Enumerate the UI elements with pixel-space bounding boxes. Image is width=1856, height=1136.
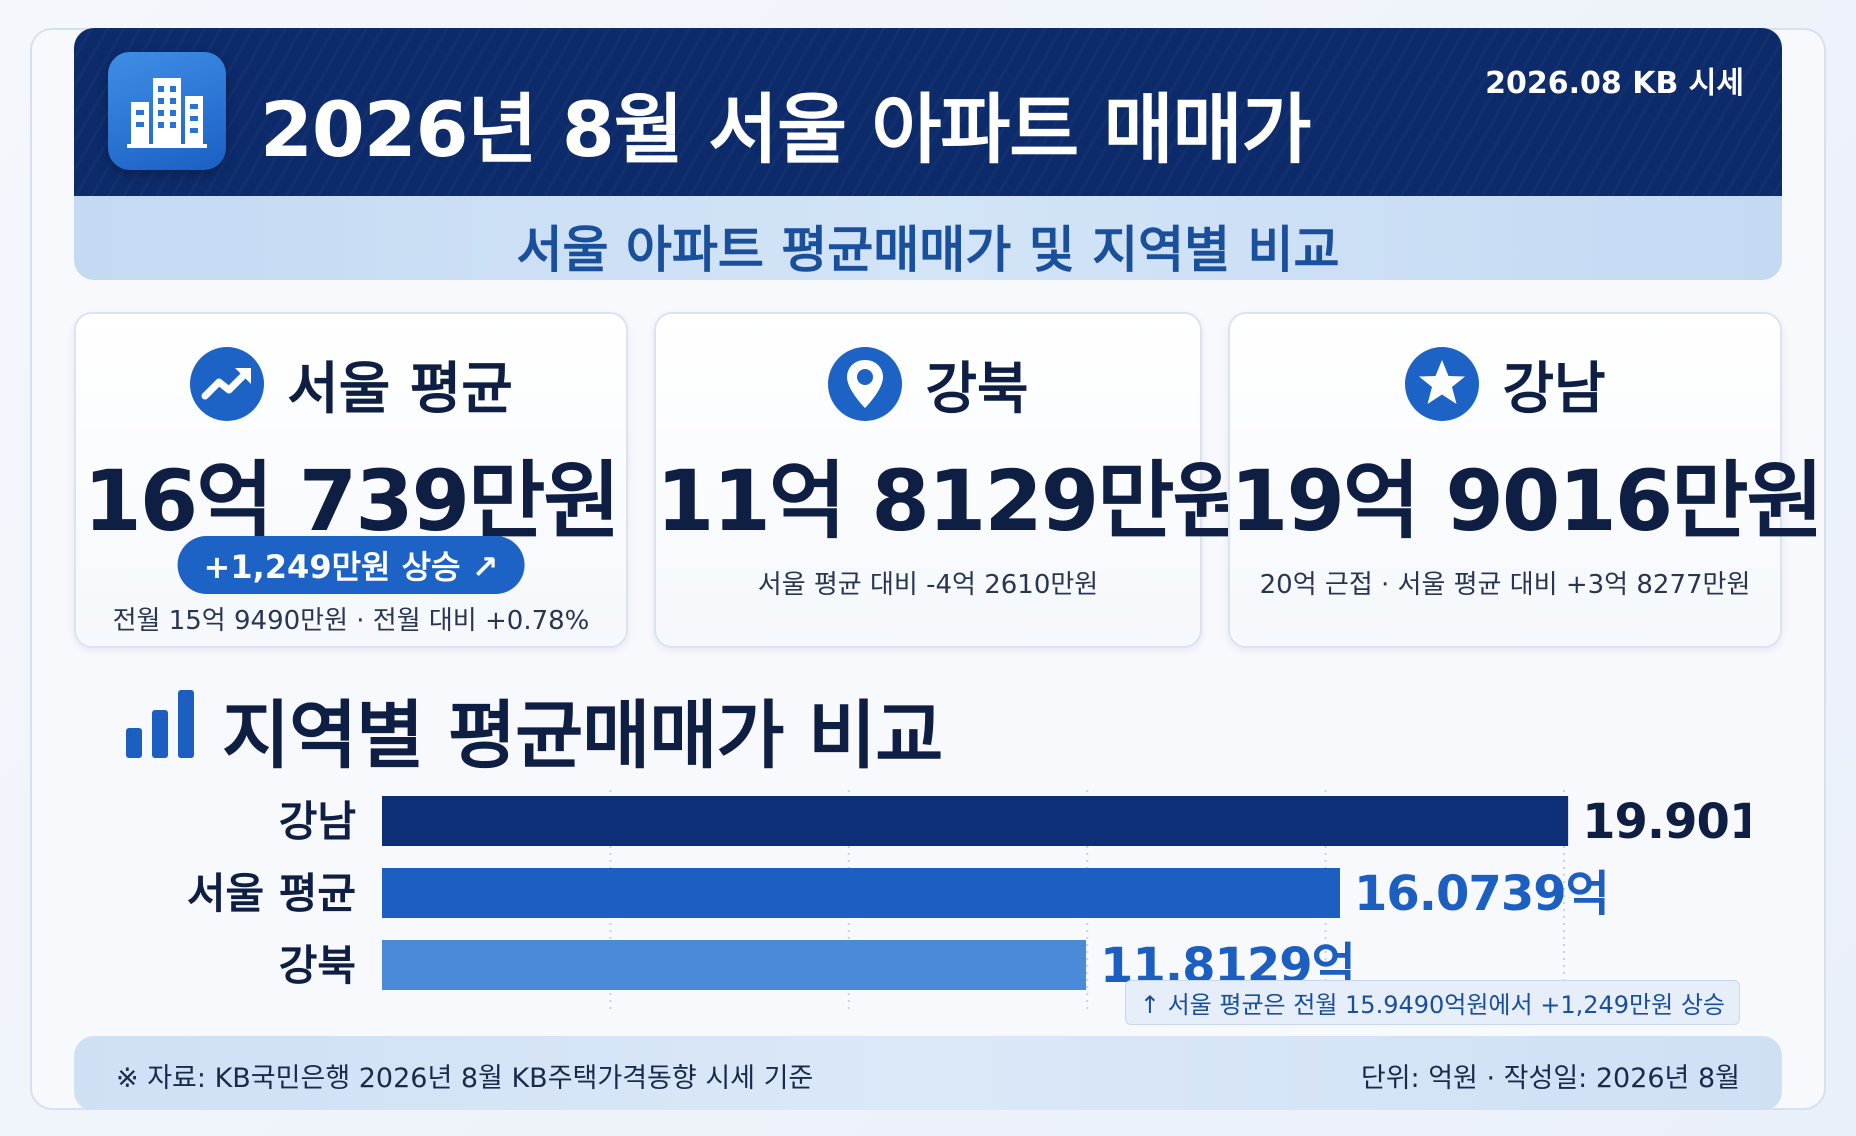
- card-note: 서울 평균 대비 -4억 2610만원: [757, 570, 1099, 600]
- category-label-2: 강북: [279, 941, 356, 990]
- footer-source: ※ 자료: KB국민은행 2026년 8월 KB주택가격동향 시세 기준: [116, 1063, 814, 1094]
- card-label: 서울 평균: [287, 356, 513, 422]
- card-gangnam: 강남 19억 9016만원 20억 근접 · 서울 평균 대비 +3억 8277…: [1228, 312, 1824, 648]
- header-banner: 2026년 8월 서울 아파트 매매가 2026.08 KB 시세: [74, 28, 1782, 196]
- footer-bar: ※ 자료: KB국민은행 2026년 8월 KB주택가격동향 시세 기준 단위:…: [74, 1036, 1782, 1110]
- source-tag: 2026.08 KB 시세: [1485, 66, 1744, 101]
- trend-up-icon: [190, 347, 265, 421]
- value-label-1: 16.0739억: [1354, 866, 1609, 922]
- card-label: 강북: [925, 356, 1029, 422]
- card-value: 19억 9016만원: [1230, 452, 1824, 550]
- bar-chart-icon: [126, 690, 194, 758]
- card-gangbuk: 강북 11억 8129만원 서울 평균 대비 -4억 2610만원: [654, 312, 1250, 648]
- building-icon: [108, 52, 226, 170]
- card-value: 11억 8129만원: [656, 452, 1250, 550]
- page-title: 2026년 8월 서울 아파트 매매가: [260, 85, 1311, 174]
- location-pin-icon: [828, 347, 903, 421]
- chart-note: ↑ 서울 평균은 전월 15.9490억원에서 +1,249만원 상승: [1124, 980, 1740, 1025]
- bar-1: [382, 868, 1341, 918]
- card-label: 강남: [1502, 356, 1606, 422]
- card-note: 20억 근접 · 서울 평균 대비 +3억 8277만원: [1259, 570, 1751, 600]
- card-note: 전월 15억 9490만원 · 전월 대비 +0.78%: [112, 606, 590, 636]
- footer-meta: 단위: 억원 · 작성일: 2026년 8월: [1360, 1063, 1740, 1094]
- category-label-0: 강남: [279, 797, 356, 846]
- star-icon: [1405, 347, 1480, 421]
- bar-2: [382, 940, 1087, 990]
- chart-title: 지역별 평균매매가 비교: [222, 693, 943, 779]
- subtitle: 서울 아파트 평균매매가 및 지역별 비교: [516, 221, 1340, 279]
- card-seoul-average: 서울 평균 16억 739만원 +1,249만원 상승 ↗ 전월 15억 949…: [74, 312, 628, 648]
- subtitle-bar: 서울 아파트 평균매매가 및 지역별 비교: [74, 196, 1782, 280]
- value-label-0: 19.9016억: [1582, 794, 1750, 850]
- change-badge: +1,249만원 상승 ↗: [177, 536, 525, 594]
- bar-0: [382, 796, 1569, 846]
- category-label-1: 서울 평균: [187, 869, 356, 918]
- card-value: 16억 739만원: [83, 452, 620, 550]
